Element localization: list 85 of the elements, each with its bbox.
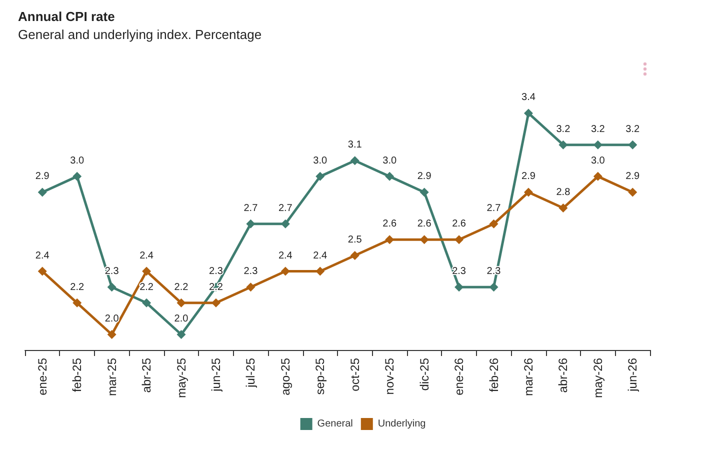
data-label: 2.2: [70, 282, 84, 293]
point: [385, 235, 394, 244]
point: [176, 298, 186, 308]
point: [593, 172, 602, 181]
point: [628, 188, 638, 197]
data-label: 2.9: [522, 171, 536, 182]
x-tick-label: ene-25: [35, 358, 50, 396]
point: [38, 266, 47, 276]
data-label: 2.4: [35, 250, 50, 262]
x-tick-label: feb-26: [486, 358, 501, 392]
point: [420, 235, 429, 244]
data-label: 2.7: [244, 202, 258, 214]
point: [558, 204, 568, 213]
data-label: 3.2: [590, 124, 606, 135]
point: [142, 298, 152, 308]
data-label: 3.2: [626, 124, 640, 135]
point: [524, 188, 533, 197]
data-label: 2.4: [313, 250, 328, 262]
point: [524, 108, 533, 118]
point: [350, 156, 360, 166]
chart-title: Annual CPI rate: [18, 9, 115, 24]
x-tick-label: dic-25: [417, 358, 432, 391]
point: [246, 282, 256, 292]
data-label: 3.0: [382, 155, 397, 166]
data-label: 2.4: [140, 250, 154, 262]
x-tick-label: jul-25: [244, 358, 258, 388]
x-tick-label: sep-25: [313, 358, 328, 395]
x-tick-label: nov-25: [382, 358, 397, 395]
point: [246, 219, 256, 228]
data-label: 2.7: [486, 202, 502, 214]
legend-label: Underlying: [378, 418, 426, 430]
point: [558, 140, 568, 150]
x-tick-label: jun-25: [208, 358, 223, 392]
x-tick-label: ago-25: [278, 358, 292, 396]
x-tick-label: abr-25: [140, 358, 154, 393]
point: [454, 235, 464, 244]
point: [107, 282, 116, 292]
data-label: 2.9: [417, 171, 432, 182]
x-tick-label: mar-25: [104, 358, 119, 396]
data-label: 2.5: [348, 234, 362, 246]
point: [280, 266, 290, 276]
data-label: 2.9: [626, 171, 640, 182]
x-tick-label: ene-26: [452, 358, 466, 396]
point: [142, 266, 152, 276]
data-label: 2.2: [174, 282, 189, 293]
data-label: 2.7: [278, 202, 293, 214]
point: [72, 172, 82, 181]
legend-label: General: [317, 418, 353, 430]
chart-subtitle: General and underlying index. Percentage: [18, 27, 262, 42]
data-label: 2.6: [417, 218, 432, 230]
point: [350, 250, 360, 260]
point: [628, 140, 638, 150]
data-label: 2.6: [382, 218, 397, 230]
point: [72, 298, 82, 308]
data-label: 2.3: [209, 266, 224, 278]
data-label: 3.0: [313, 155, 328, 166]
point: [316, 172, 325, 181]
x-tick-label: may-26: [590, 358, 605, 398]
data-label: 3.0: [70, 155, 84, 166]
data-label: 2.9: [35, 171, 50, 182]
data-label: 2.2: [140, 282, 154, 293]
x-tick-label: may-25: [174, 358, 188, 398]
x-tick-label: jun-26: [626, 358, 640, 392]
data-label: 2.0: [104, 314, 120, 325]
data-label: 2.4: [278, 250, 293, 262]
data-label: 3.4: [522, 92, 536, 104]
x-tick-label: abr-26: [556, 358, 570, 393]
data-label: 2.6: [452, 218, 466, 230]
data-label: 2.3: [244, 266, 258, 278]
x-tick-label: oct-25: [348, 358, 362, 392]
point: [107, 330, 116, 340]
x-tick-label: mar-26: [521, 358, 536, 396]
point: [316, 266, 325, 276]
x-tick-label: feb-25: [70, 358, 84, 392]
data-label: 3.0: [590, 155, 606, 166]
data-label: 2.0: [174, 314, 189, 325]
data-label: 3.1: [348, 140, 362, 151]
point: [385, 172, 394, 181]
data-label: 2.8: [556, 187, 571, 198]
point: [489, 282, 498, 292]
data-label: 3.2: [556, 124, 571, 135]
point: [38, 188, 47, 197]
point: [420, 188, 429, 197]
point: [489, 219, 498, 228]
point: [176, 330, 186, 340]
